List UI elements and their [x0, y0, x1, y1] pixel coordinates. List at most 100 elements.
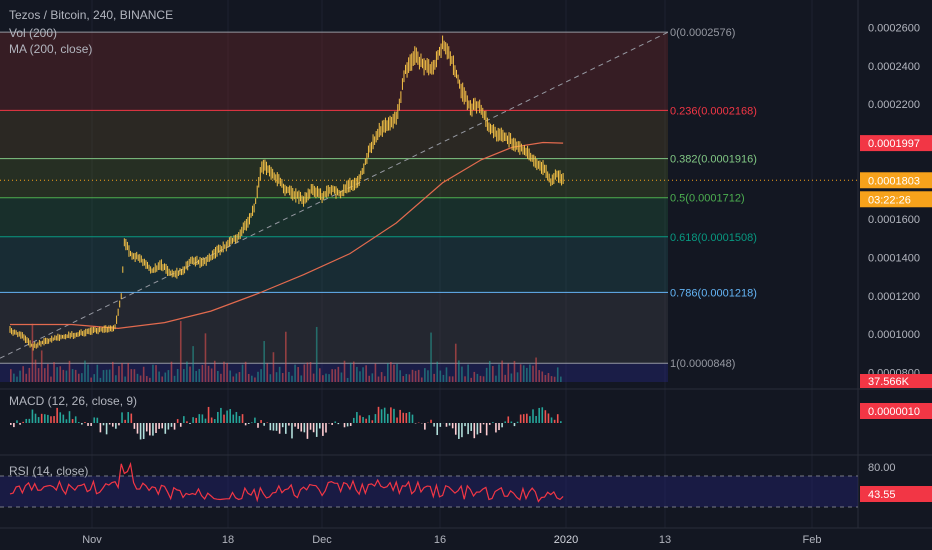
volume-bar [430, 332, 432, 382]
volume-bar [220, 373, 222, 382]
volume-bar [529, 364, 531, 382]
volume-bar [142, 366, 145, 382]
macd-histogram-bar [556, 414, 559, 423]
volume-bar [516, 372, 519, 382]
macd-histogram-bar [90, 423, 92, 426]
volume-bar [53, 362, 55, 382]
volume-bar [501, 360, 503, 382]
volume-bar [424, 368, 426, 382]
time-axis-tick: 2020 [554, 534, 578, 546]
volume-bar [260, 369, 262, 382]
volume-bar [207, 365, 210, 382]
ma-indicator-label[interactable]: MA (200, close) [9, 42, 93, 56]
volume-bar [374, 363, 377, 382]
volume-bar [40, 350, 43, 382]
macd-histogram-bar [96, 417, 99, 423]
volume-bar [488, 360, 491, 382]
macd-histogram-bar [275, 423, 278, 431]
macd-badge [860, 403, 932, 419]
macd-histogram-bar [260, 420, 262, 423]
macd-histogram-bar [365, 418, 367, 423]
macd-histogram-bar [102, 423, 105, 426]
time-axis-tick: Feb [803, 534, 822, 546]
macd-histogram-bar [62, 414, 65, 423]
volume-bar [192, 346, 194, 382]
volume-bar [37, 368, 40, 382]
macd-histogram-bar [145, 423, 148, 432]
macd-histogram-bar [519, 414, 522, 423]
macd-histogram-bar [176, 419, 179, 423]
price-axis-tick: 0.0001400 [868, 252, 920, 264]
macd-badge-label: 0.0000010 [868, 406, 920, 418]
macd-histogram-bar [504, 421, 506, 423]
macd-histogram-bar [223, 414, 225, 423]
volume-bar [470, 377, 473, 382]
fib-level-label: 0.786(0.0001218) [670, 287, 757, 299]
volume-bar [121, 363, 123, 382]
volume-bar [334, 369, 337, 382]
macd-histogram-bar [300, 423, 303, 432]
volume-bar [235, 373, 238, 382]
macd-histogram-bar [448, 423, 451, 426]
macd-histogram-bar [424, 423, 426, 430]
macd-histogram-bar [19, 423, 21, 425]
volume-bar [176, 369, 179, 382]
macd-histogram-bar [522, 414, 525, 423]
ma-line [10, 141, 564, 329]
macd-histogram-bar [121, 412, 123, 423]
volume-bar [420, 377, 423, 382]
volume-bar [204, 333, 207, 382]
volume-bar [34, 359, 37, 382]
macd-histogram-bar [43, 414, 46, 423]
macd-histogram-bar [65, 419, 68, 423]
volume-bar [102, 370, 105, 382]
volume-badge-label: 37.566K [868, 376, 910, 388]
volume-bar [43, 368, 46, 382]
volume-bar [356, 366, 358, 382]
volume-bar [81, 373, 83, 382]
macd-indicator-label[interactable]: MACD (12, 26, close, 9) [9, 394, 138, 408]
macd-histogram-bar [142, 423, 145, 439]
volume-bar [547, 373, 550, 382]
fib-zone [0, 363, 668, 382]
volume-indicator-label[interactable]: Vol (200) [9, 26, 58, 40]
volume-bar [238, 372, 241, 382]
macd-histogram-bar [81, 423, 83, 425]
volume-bar [340, 372, 343, 382]
volume-bar [68, 360, 71, 382]
macd-histogram-bar [229, 409, 231, 423]
volume-bar [519, 364, 522, 382]
volume-bar [383, 376, 386, 382]
price-badge [860, 172, 932, 189]
rsi-axis-tick: 80.00 [868, 462, 896, 474]
fib-zone [0, 32, 668, 111]
volume-bar [161, 376, 164, 382]
volume-bar [560, 376, 562, 382]
volume-bar [170, 361, 173, 382]
macd-histogram-bar [238, 416, 241, 423]
volume-bar [297, 367, 299, 382]
volume-bar [507, 363, 510, 382]
volume-bar [451, 376, 454, 382]
volume-bar [359, 371, 361, 382]
volume-bar [16, 376, 18, 382]
volume-bar [183, 369, 185, 382]
macd-histogram-bar [285, 423, 287, 434]
macd-histogram-bar [118, 423, 120, 426]
macd-histogram-bar [257, 423, 259, 428]
macd-histogram-bar [507, 416, 510, 423]
macd-histogram-bar [319, 423, 321, 429]
macd-histogram-bar [535, 416, 537, 423]
time-axis-tick: 16 [434, 534, 446, 546]
rsi-indicator-label[interactable]: RSI (14, close) [9, 464, 89, 478]
fib-level-label: 0(0.0002576) [670, 27, 735, 39]
rsi-badge [860, 486, 932, 502]
volume-bar [303, 364, 306, 382]
volume-bar [306, 362, 309, 382]
price-axis-tick: 0.0002200 [868, 99, 920, 111]
volume-bar [278, 366, 281, 382]
macd-histogram-bar [390, 407, 392, 423]
volume-bar [352, 361, 355, 382]
trend-line [0, 31, 669, 359]
